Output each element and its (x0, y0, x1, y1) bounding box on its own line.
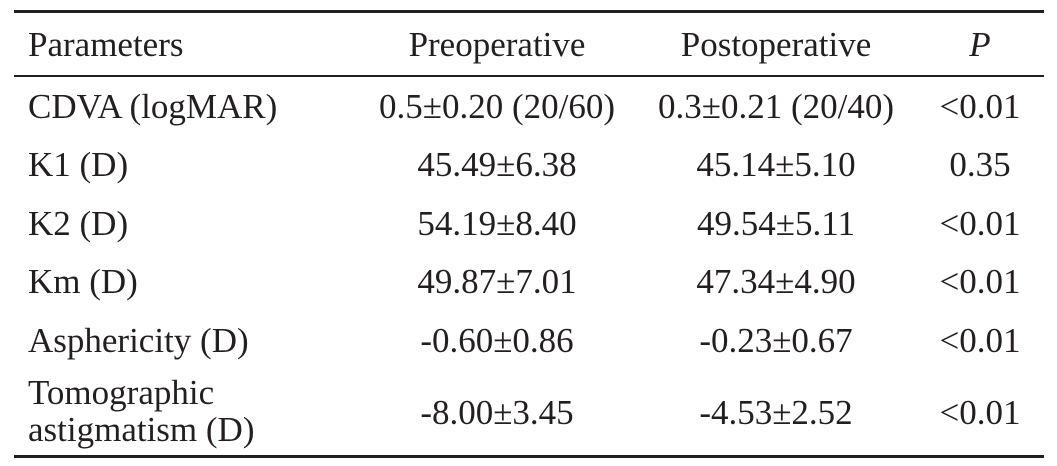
table-row: K1 (D) 45.49±6.38 45.14±5.10 0.35 (14, 136, 1044, 195)
table-row: Asphericity (D) -0.60±0.86 -0.23±0.67 <0… (14, 311, 1044, 370)
table-row: K2 (D) 54.19±8.40 49.54±5.11 <0.01 (14, 194, 1044, 253)
cell-postoperative: 45.14±5.10 (696, 145, 856, 185)
cell-p-value: <0.01 (939, 320, 1021, 360)
cell-postoperative: 47.34±4.90 (696, 262, 856, 302)
table-body: CDVA (logMAR) 0.5±0.20 (20/60) 0.3±0.21 … (14, 76, 1044, 456)
header-p-value: P (969, 24, 991, 64)
cell-postoperative: -4.53±2.52 (699, 392, 853, 432)
cell-preoperative: 0.5±0.20 (20/60) (379, 86, 615, 126)
cell-p-value: <0.01 (939, 392, 1021, 432)
table-header: Parameters Preoperative Postoperative P (14, 11, 1044, 76)
cell-p-value: <0.01 (939, 262, 1021, 302)
table-row: Tomographic astigmatism (D) -8.00±3.45 -… (14, 370, 1044, 457)
cell-parameter: K2 (D) (28, 203, 129, 243)
header-row: Parameters Preoperative Postoperative P (14, 11, 1044, 76)
cell-parameter-line1: Tomographic (28, 373, 215, 413)
cell-preoperative: -8.00±3.45 (420, 392, 574, 432)
table-row: CDVA (logMAR) 0.5±0.20 (20/60) 0.3±0.21 … (14, 76, 1044, 136)
cell-p-value: <0.01 (939, 86, 1021, 126)
cell-postoperative: -0.23±0.67 (699, 320, 853, 360)
header-preoperative: Preoperative (408, 24, 586, 64)
header-postoperative: Postoperative (680, 24, 872, 64)
cell-postoperative: 49.54±5.11 (697, 203, 855, 243)
cell-preoperative: -0.60±0.86 (420, 320, 574, 360)
results-table-container: Parameters Preoperative Postoperative P … (14, 10, 1044, 458)
cell-p-value: <0.01 (939, 203, 1021, 243)
cell-p-value: 0.35 (949, 145, 1011, 185)
cell-preoperative: 49.87±7.01 (417, 262, 577, 302)
cell-preoperative: 54.19±8.40 (417, 203, 577, 243)
cell-preoperative: 45.49±6.38 (417, 145, 577, 185)
cell-parameter: Km (D) (28, 262, 138, 302)
header-parameters: Parameters (28, 24, 184, 64)
results-table: Parameters Preoperative Postoperative P … (14, 10, 1044, 458)
table-row: Km (D) 49.87±7.01 47.34±4.90 <0.01 (14, 253, 1044, 312)
cell-parameter-line2: astigmatism (D) (28, 410, 255, 449)
cell-postoperative: 0.3±0.21 (20/40) (658, 86, 894, 126)
cell-parameter: Tomographic astigmatism (D) (14, 370, 358, 457)
cell-parameter: Asphericity (D) (28, 320, 249, 360)
cell-parameter: CDVA (logMAR) (28, 86, 278, 126)
cell-parameter: K1 (D) (28, 145, 129, 185)
